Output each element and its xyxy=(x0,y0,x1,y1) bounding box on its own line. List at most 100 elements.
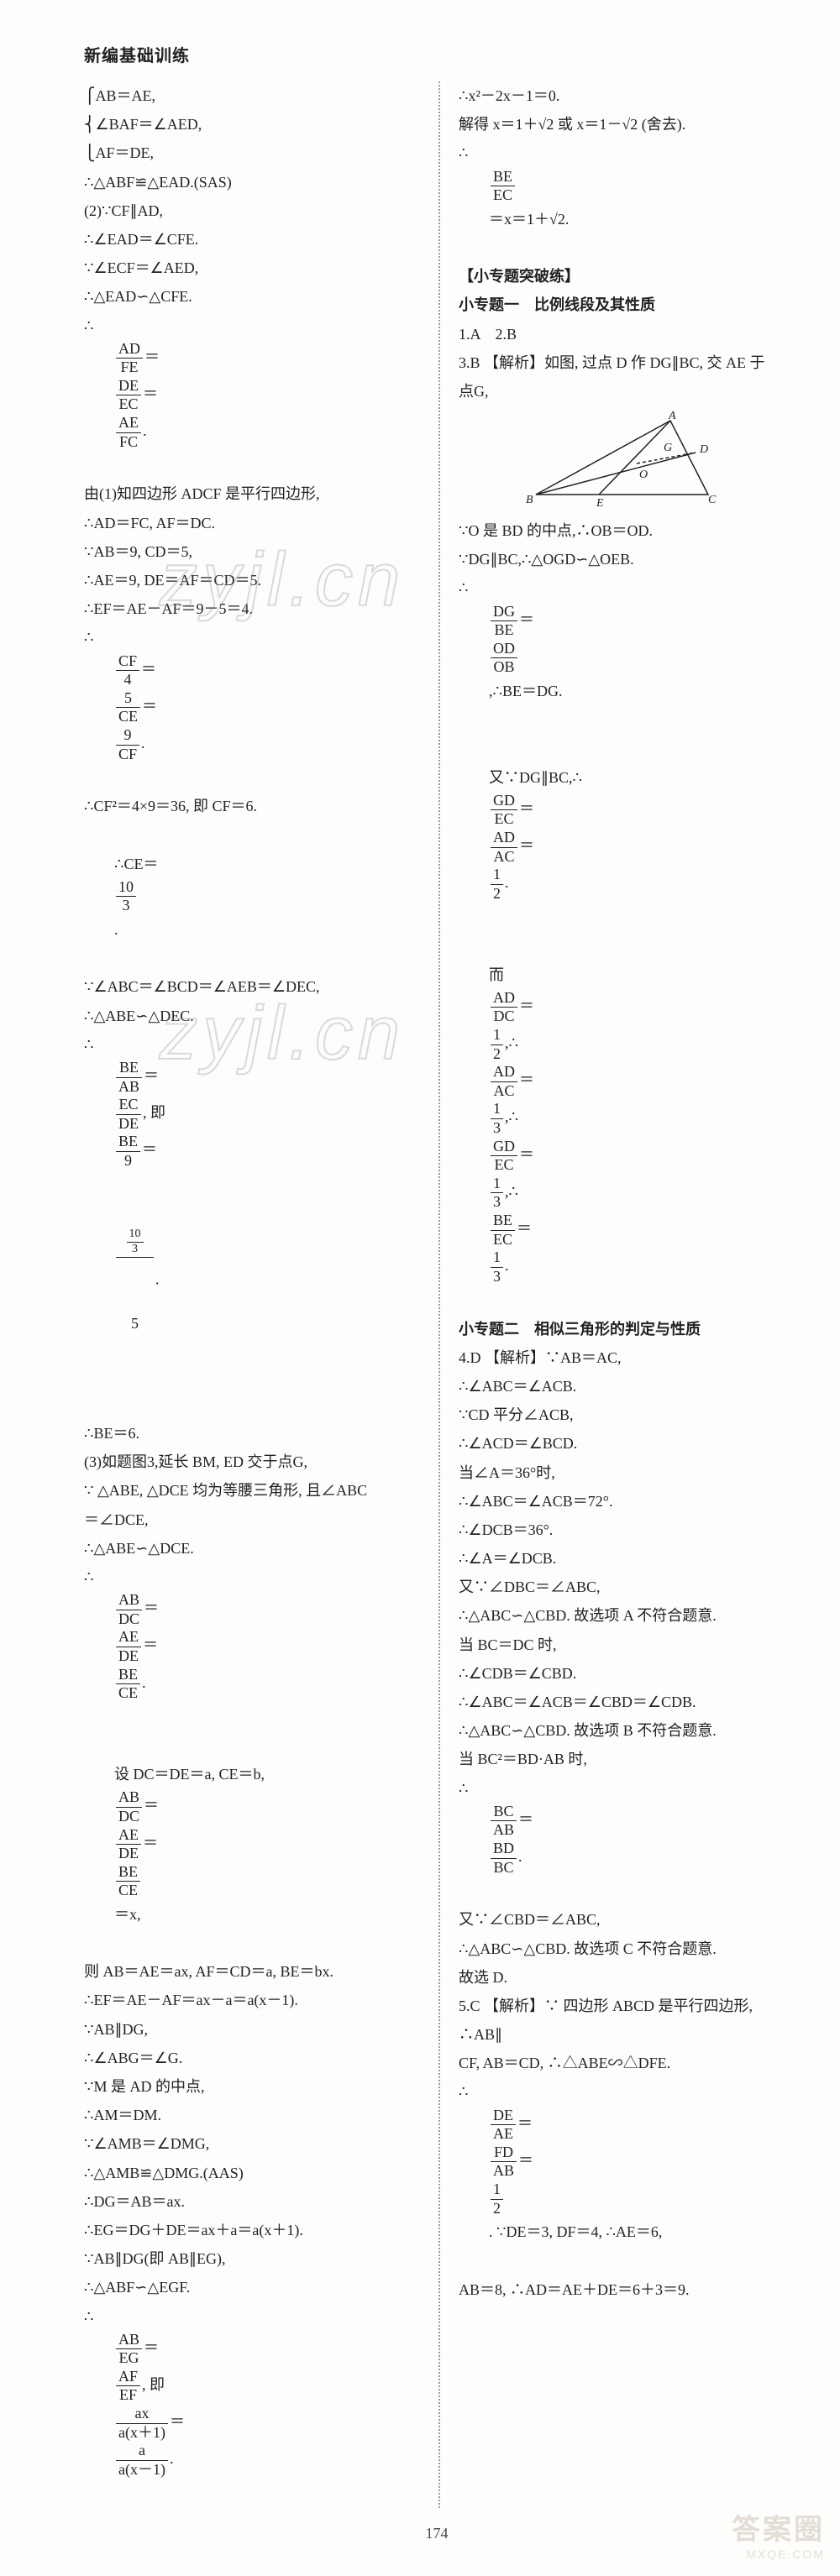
equation-line: ∴ DEAE＝ FDAB＝ 12 . ∵DE＝3, DF＝4, ∴AE＝6, xyxy=(459,2077,790,2275)
left-column: ⎧AB＝AE, ⎨∠BAF＝∠AED, ⎩AF＝DE, ∴△ABF≌△EAD.(… xyxy=(84,81,415,2508)
text-line: ∴∠EAD＝∠CFE. xyxy=(84,225,415,254)
text-line: ∵M 是 AD 的中点, xyxy=(84,2072,415,2101)
text-line: (2)∵CF∥AD, xyxy=(84,196,415,225)
fraction: BECE xyxy=(116,1666,140,1703)
fraction: FDAB xyxy=(491,2144,517,2181)
text-line: ∵CD 平分∠ACB, xyxy=(459,1401,790,1429)
text-line: 又∵∠CBD＝∠ABC, xyxy=(459,1905,790,1934)
equation-line: ∴ BEAB＝ ECDE, 即 BE9＝ 103 5 . xyxy=(84,1030,415,1419)
fraction: 12 xyxy=(491,1026,503,1063)
section-heading: 小专题二 相似三角形的判定与性质 xyxy=(459,1315,790,1343)
fraction: CF4 xyxy=(116,652,139,689)
fraction: DEEC xyxy=(116,377,141,414)
text-line: ∴∠A＝∠DCB. xyxy=(459,1544,790,1573)
text-line: ∵AB∥DG(即 AB∥EG), xyxy=(84,2244,415,2273)
figure-label-e: E xyxy=(596,497,604,510)
text-line: ∵∠ECF＝∠AED, xyxy=(84,254,415,282)
text-line: ∴△ABC∽△CBD. 故选项 C 不符合题意. xyxy=(459,1935,790,1963)
equation-line: ∴CE＝ 103 . xyxy=(84,821,415,973)
fraction: BEAB xyxy=(116,1059,142,1096)
text-line: 又∵∠DBC＝∠ABC, xyxy=(459,1573,790,1601)
fraction: ADAC xyxy=(491,1063,517,1100)
text-line: ∵∠AMB＝∠DMG, xyxy=(84,2129,415,2158)
fraction: GDEC xyxy=(491,792,517,829)
text-line: ∴∠ABC＝∠ACB＝∠CBD＝∠CDB. xyxy=(459,1688,790,1716)
text-line: ∵O 是 BD 的中点,∴OB＝OD. xyxy=(459,516,790,545)
text-line: ∴∠ABC＝∠ACB＝72°. xyxy=(459,1487,790,1516)
fraction: 13 xyxy=(491,1249,503,1285)
fraction: BEEC xyxy=(491,168,515,205)
text-line: ∴EF＝AE－AF＝9－5＝4. xyxy=(84,594,415,623)
text-line: ∴AE＝9, DE＝AF＝CD＝5. xyxy=(84,566,415,594)
equation-line: ∴ DGBE＝ ODOB ,∴BE＝DG. xyxy=(459,573,790,734)
text-line: ＝∠DCE, xyxy=(84,1505,415,1534)
text-line: (3)如题图3,延长 BM, ED 交于点G, xyxy=(84,1448,415,1476)
text-line: ∵AB＝9, CD＝5, xyxy=(84,537,415,566)
figure-label-b: B xyxy=(526,494,533,506)
text-line: 当∠A＝36°时, xyxy=(459,1458,790,1487)
fraction: AEDE xyxy=(116,1628,141,1665)
text-line: ∵DG∥BC,∴△OGD∽△OEB. xyxy=(459,545,790,573)
corner-logo-small: MXQE.COM xyxy=(732,2547,825,2561)
fraction: 103 xyxy=(116,878,136,915)
text-line: ∴DG＝AB＝ax. xyxy=(84,2187,415,2216)
corner-logo-big: 答案圈 xyxy=(732,2506,825,2547)
fraction: ADFE xyxy=(116,340,143,377)
corner-logo: 答案圈 MXQE.COM xyxy=(732,2506,825,2561)
fraction: AEDE xyxy=(116,1826,141,1863)
fraction: AEFC xyxy=(116,414,141,451)
text-line: ∴△ABF∽△EGF. xyxy=(84,2273,415,2301)
fraction: 103 5 xyxy=(116,1170,154,1390)
text-line: 当 BC＝DC 时, xyxy=(459,1631,790,1659)
fraction: axa(x＋1) xyxy=(116,2405,168,2442)
geometry-figure: A B C D E G O xyxy=(519,411,729,511)
text-line: 解得 x＝1＋√2 或 x＝1－√2 (舍去). xyxy=(459,110,790,139)
text-line: 4.D 【解析】∵AB＝AC, xyxy=(459,1343,790,1372)
figure-label-o: O xyxy=(639,469,648,481)
text-line: AB＝8, ∴AD＝AE＋DE＝6＋3＝9. xyxy=(459,2275,790,2304)
equation-line: 设 DC＝DE＝a, CE＝b, ABDC＝ AEDE＝ BECE ＝x, xyxy=(84,1731,415,1957)
fraction: 12 xyxy=(491,2181,503,2217)
text-line: 点G, xyxy=(459,377,790,406)
text-line: ∴△ABC∽△CBD. 故选项 B 不符合题意. xyxy=(459,1716,790,1745)
text-line: ∴∠ACD＝∠BCD. xyxy=(459,1429,790,1458)
fraction: 5CE xyxy=(116,689,140,726)
text-line: 由(1)知四边形 ADCF 是平行四边形, xyxy=(84,479,415,508)
figure-label-d: D xyxy=(699,443,708,456)
text-line: ∴△ABE∽△DEC. xyxy=(84,1002,415,1030)
fraction: BCAB xyxy=(491,1803,517,1840)
equation-line: ∴ CF4＝ 5CE＝ 9CF. xyxy=(84,623,415,792)
text-line: ∴△ABE∽△DCE. xyxy=(84,1534,415,1563)
text-line: ∵ △ABE, △DCE 均为等腰三角形, 且∠ABC xyxy=(84,1476,415,1505)
text-line: 5.C 【解析】∵ 四边形 ABCD 是平行四边形, ∴AB∥ xyxy=(459,1992,790,2049)
section-heading: 小专题一 比例线段及其性质 xyxy=(459,291,790,319)
text-line: ∴x²－2x－1＝0. xyxy=(459,81,790,110)
fraction: AFEF xyxy=(116,2368,140,2405)
text-line: ∴△ABF≌△EAD.(SAS) xyxy=(84,168,415,196)
equation-line: ∴ BCAB＝ BDBC. xyxy=(459,1774,790,1906)
equation-line: ∴ ADFE＝ DEEC＝ AEFC. xyxy=(84,312,415,480)
fraction: 13 xyxy=(491,1175,503,1212)
text-line: ∴△ABC∽△CBD. 故选项 A 不符合题意. xyxy=(459,1601,790,1630)
figure-label-a: A xyxy=(668,411,676,422)
text-line: ∴△AMB≌△DMG.(AAS) xyxy=(84,2159,415,2187)
text-line: ∴EG＝DG＋DE＝ax＋a＝a(x＋1). xyxy=(84,2216,415,2244)
fraction: 12 xyxy=(491,866,503,903)
fraction: ABDC xyxy=(116,1788,142,1825)
text-line: 3.B 【解析】如图, 过点 D 作 DG∥BC, 交 AE 于 xyxy=(459,348,790,377)
fraction: DEAE xyxy=(491,2107,516,2144)
fraction: 13 xyxy=(491,1100,503,1137)
text-line: 故选 D. xyxy=(459,1963,790,1992)
text-line: ∵∠ABC＝∠BCD＝∠AEB＝∠DEC, xyxy=(84,972,415,1001)
text-line: 1.A 2.B xyxy=(459,320,790,348)
text-line: ∴∠DCB＝36°. xyxy=(459,1516,790,1544)
figure-label-g: G xyxy=(664,442,672,454)
text-line: ∵AB∥DG, xyxy=(84,2015,415,2044)
columns: ⎧AB＝AE, ⎨∠BAF＝∠AED, ⎩AF＝DE, ∴△ABF≌△EAD.(… xyxy=(84,81,790,2508)
fraction: 9CF xyxy=(116,726,139,763)
text-line: ∴△EAD∽△CFE. xyxy=(84,282,415,311)
text-line: ∴CF²＝4×9＝36, 即 CF＝6. xyxy=(84,792,415,820)
right-column: ∴x²－2x－1＝0. 解得 x＝1＋√2 或 x＝1－√2 (舍去). ∴ B… xyxy=(438,81,790,2508)
fraction: BEEC xyxy=(491,1212,515,1249)
equation-line: ∴ ABEG＝ AFEF, 即 axa(x＋1)＝ aa(x－1). xyxy=(84,2302,415,2508)
